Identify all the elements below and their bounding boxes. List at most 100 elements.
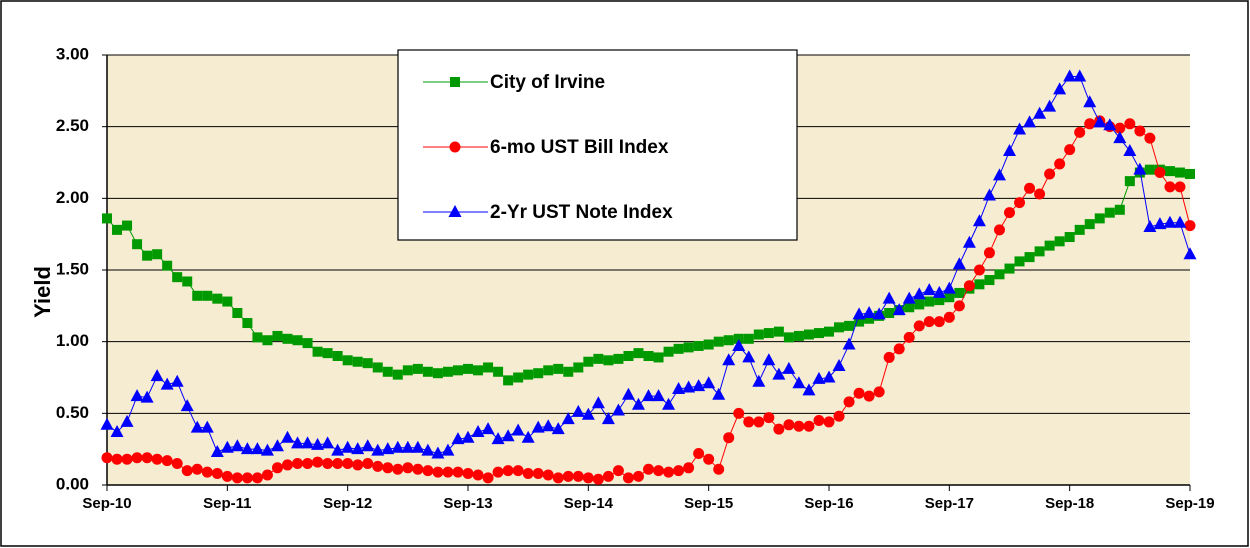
- marker: [503, 375, 514, 386]
- marker: [262, 335, 273, 346]
- marker: [1094, 213, 1105, 224]
- marker: [190, 420, 204, 433]
- marker: [250, 442, 264, 455]
- marker: [231, 472, 243, 484]
- marker: [903, 331, 915, 343]
- marker: [502, 465, 514, 477]
- marker: [532, 468, 544, 480]
- marker: [501, 429, 515, 442]
- marker: [241, 472, 253, 484]
- marker: [833, 410, 845, 422]
- marker: [482, 472, 494, 484]
- marker: [270, 439, 284, 452]
- marker: [904, 302, 915, 313]
- marker: [1034, 188, 1046, 200]
- marker: [1024, 182, 1036, 194]
- marker: [912, 287, 926, 300]
- marker: [842, 337, 856, 350]
- marker: [712, 387, 726, 400]
- marker: [271, 462, 283, 474]
- marker: [1114, 122, 1126, 134]
- marker: [382, 462, 394, 474]
- marker: [1103, 118, 1117, 131]
- marker: [723, 335, 734, 346]
- marker: [402, 462, 414, 474]
- marker: [493, 366, 504, 377]
- y-tick-label: 2.00: [56, 188, 89, 207]
- marker: [1153, 217, 1167, 230]
- marker: [151, 453, 163, 465]
- y-tick-label: 2.50: [56, 116, 89, 135]
- marker: [693, 447, 705, 459]
- marker: [431, 446, 445, 459]
- legend-marker: [450, 77, 460, 87]
- marker: [1104, 207, 1115, 218]
- marker: [1123, 144, 1137, 157]
- marker: [862, 306, 876, 318]
- marker: [703, 453, 715, 465]
- marker: [772, 367, 786, 380]
- marker: [1004, 207, 1015, 219]
- marker: [1054, 236, 1065, 247]
- marker: [301, 436, 315, 449]
- marker: [522, 468, 534, 480]
- marker: [932, 285, 946, 298]
- marker: [282, 333, 293, 344]
- marker: [101, 452, 113, 464]
- marker: [803, 329, 814, 340]
- marker: [553, 363, 564, 374]
- marker: [773, 326, 784, 337]
- x-tick-label: Sep-12: [323, 495, 372, 512]
- marker: [893, 343, 905, 355]
- marker: [1044, 168, 1056, 180]
- marker: [1163, 215, 1177, 228]
- marker: [923, 316, 935, 328]
- y-tick-label: 1.50: [56, 259, 89, 278]
- legend-marker: [449, 141, 461, 153]
- marker: [140, 390, 154, 403]
- marker: [110, 424, 124, 437]
- marker: [291, 436, 305, 449]
- marker: [962, 235, 976, 248]
- marker: [682, 380, 696, 393]
- marker: [1154, 167, 1166, 179]
- marker: [513, 372, 524, 383]
- marker: [752, 374, 766, 387]
- marker: [983, 247, 995, 259]
- marker: [161, 455, 173, 467]
- marker: [773, 423, 785, 435]
- marker: [252, 332, 263, 343]
- marker: [242, 318, 253, 329]
- marker: [793, 330, 804, 341]
- marker: [601, 412, 615, 425]
- marker: [1064, 144, 1076, 156]
- marker: [561, 412, 575, 425]
- marker: [1164, 166, 1175, 177]
- marker: [713, 463, 725, 475]
- marker: [1053, 82, 1067, 95]
- marker: [863, 390, 875, 402]
- marker: [511, 423, 525, 436]
- legend-label: 2-Yr UST Note Index: [490, 202, 673, 223]
- marker: [882, 291, 896, 304]
- marker: [312, 456, 324, 468]
- marker: [180, 399, 194, 412]
- marker: [823, 416, 835, 428]
- x-tick-label: Sep-15: [684, 495, 733, 512]
- marker: [541, 419, 555, 432]
- marker: [683, 462, 695, 474]
- marker: [843, 396, 855, 408]
- marker: [471, 424, 485, 437]
- marker: [762, 353, 776, 366]
- marker: [924, 296, 935, 307]
- marker: [160, 377, 174, 390]
- marker: [763, 328, 774, 339]
- y-tick-label: 3.00: [56, 44, 89, 63]
- marker: [653, 465, 665, 477]
- marker: [602, 470, 614, 482]
- marker: [593, 353, 604, 364]
- marker: [352, 459, 364, 471]
- marker: [733, 333, 744, 344]
- marker: [753, 329, 764, 340]
